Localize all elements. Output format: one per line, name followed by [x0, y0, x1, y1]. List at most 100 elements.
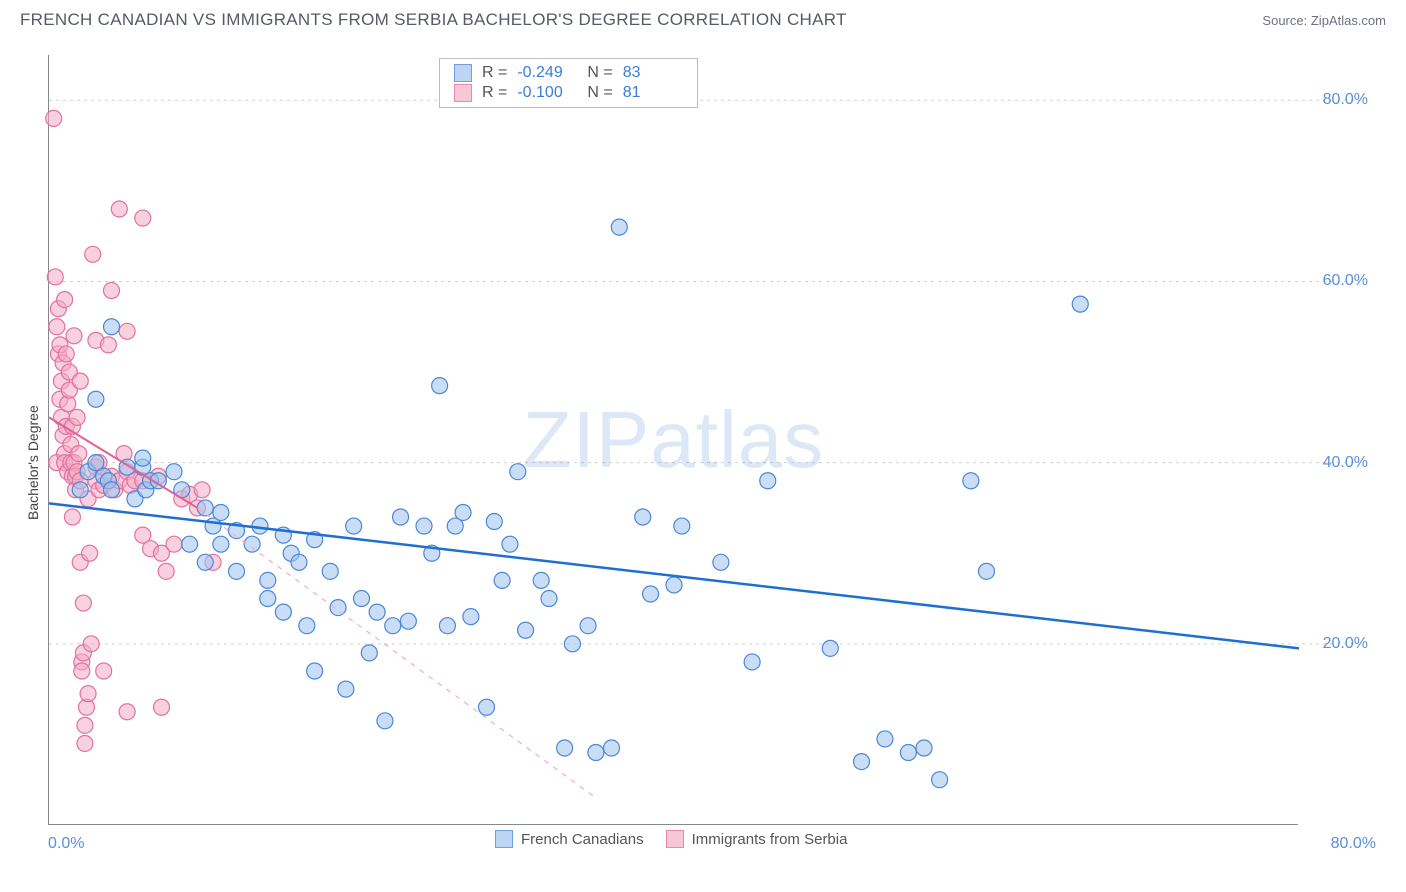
- data-point: [100, 337, 116, 353]
- data-point: [588, 745, 604, 761]
- data-point: [822, 640, 838, 656]
- data-point: [83, 636, 99, 652]
- data-point: [104, 482, 120, 498]
- data-point: [533, 572, 549, 588]
- x-tick-max: 80.0%: [1331, 835, 1376, 853]
- data-point: [104, 283, 120, 299]
- data-point: [80, 686, 96, 702]
- data-point: [111, 201, 127, 217]
- data-point: [77, 735, 93, 751]
- data-point: [322, 563, 338, 579]
- data-point: [71, 446, 87, 462]
- data-point: [713, 554, 729, 570]
- source-link[interactable]: ZipAtlas.com: [1311, 13, 1386, 28]
- data-point: [104, 319, 120, 335]
- data-point: [194, 482, 210, 498]
- data-point: [1072, 296, 1088, 312]
- data-point: [260, 572, 276, 588]
- data-point: [510, 464, 526, 480]
- chart-title: FRENCH CANADIAN VS IMMIGRANTS FROM SERBI…: [20, 10, 847, 30]
- data-point: [64, 509, 80, 525]
- data-point: [72, 373, 88, 389]
- y-axis-label: Bachelor's Degree: [25, 405, 41, 520]
- data-point: [72, 482, 88, 498]
- data-point: [369, 604, 385, 620]
- data-point: [604, 740, 620, 756]
- data-point: [979, 563, 995, 579]
- swatch-icon: [666, 830, 684, 848]
- data-point: [486, 514, 502, 530]
- legend-item: Immigrants from Serbia: [666, 830, 848, 848]
- data-point: [69, 409, 85, 425]
- data-point: [541, 591, 557, 607]
- y-tick-label: 80.0%: [1323, 91, 1368, 109]
- data-point: [666, 577, 682, 593]
- data-point: [564, 636, 580, 652]
- data-point: [85, 246, 101, 262]
- data-point: [479, 699, 495, 715]
- data-point: [119, 323, 135, 339]
- data-point: [135, 210, 151, 226]
- data-point: [82, 545, 98, 561]
- data-point: [877, 731, 893, 747]
- swatch-icon: [454, 84, 472, 102]
- data-point: [213, 504, 229, 520]
- data-point: [260, 591, 276, 607]
- data-point: [307, 663, 323, 679]
- stats-row: R = -0.100 N = 81: [454, 83, 683, 103]
- x-tick-min: 0.0%: [48, 835, 84, 853]
- data-point: [166, 536, 182, 552]
- data-point: [47, 269, 63, 285]
- data-point: [854, 754, 870, 770]
- data-point: [346, 518, 362, 534]
- data-point: [166, 464, 182, 480]
- data-point: [46, 110, 62, 126]
- trend-line-extension: [197, 508, 595, 798]
- plot-area: ZIPatlas R = -0.249 N = 83 R = -0.100 N …: [48, 55, 1298, 825]
- data-point: [361, 645, 377, 661]
- scatter-svg: [49, 55, 1298, 824]
- data-point: [463, 609, 479, 625]
- data-point: [74, 663, 90, 679]
- data-point: [354, 591, 370, 607]
- stats-legend: R = -0.249 N = 83 R = -0.100 N = 81: [439, 58, 698, 108]
- swatch-icon: [495, 830, 513, 848]
- data-point: [66, 328, 82, 344]
- data-point: [385, 618, 401, 634]
- data-point: [393, 509, 409, 525]
- data-point: [96, 663, 112, 679]
- swatch-icon: [454, 64, 472, 82]
- data-point: [291, 554, 307, 570]
- data-point: [557, 740, 573, 756]
- data-point: [932, 772, 948, 788]
- data-point: [744, 654, 760, 670]
- data-point: [135, 450, 151, 466]
- legend-item: French Canadians: [495, 830, 644, 848]
- data-point: [916, 740, 932, 756]
- data-point: [416, 518, 432, 534]
- data-point: [88, 391, 104, 407]
- y-tick-label: 20.0%: [1323, 635, 1368, 653]
- source-attribution: Source: ZipAtlas.com: [1262, 13, 1386, 28]
- data-point: [275, 604, 291, 620]
- data-point: [213, 536, 229, 552]
- data-point: [244, 536, 260, 552]
- data-point: [643, 586, 659, 602]
- data-point: [182, 536, 198, 552]
- data-point: [49, 319, 65, 335]
- data-point: [57, 292, 73, 308]
- data-point: [338, 681, 354, 697]
- y-tick-label: 60.0%: [1323, 272, 1368, 290]
- data-point: [158, 563, 174, 579]
- data-point: [611, 219, 627, 235]
- data-point: [760, 473, 776, 489]
- data-point: [432, 378, 448, 394]
- data-point: [58, 346, 74, 362]
- data-point: [119, 704, 135, 720]
- data-point: [330, 600, 346, 616]
- data-point: [75, 595, 91, 611]
- data-point: [963, 473, 979, 489]
- stats-row: R = -0.249 N = 83: [454, 63, 683, 83]
- data-point: [197, 554, 213, 570]
- data-point: [900, 745, 916, 761]
